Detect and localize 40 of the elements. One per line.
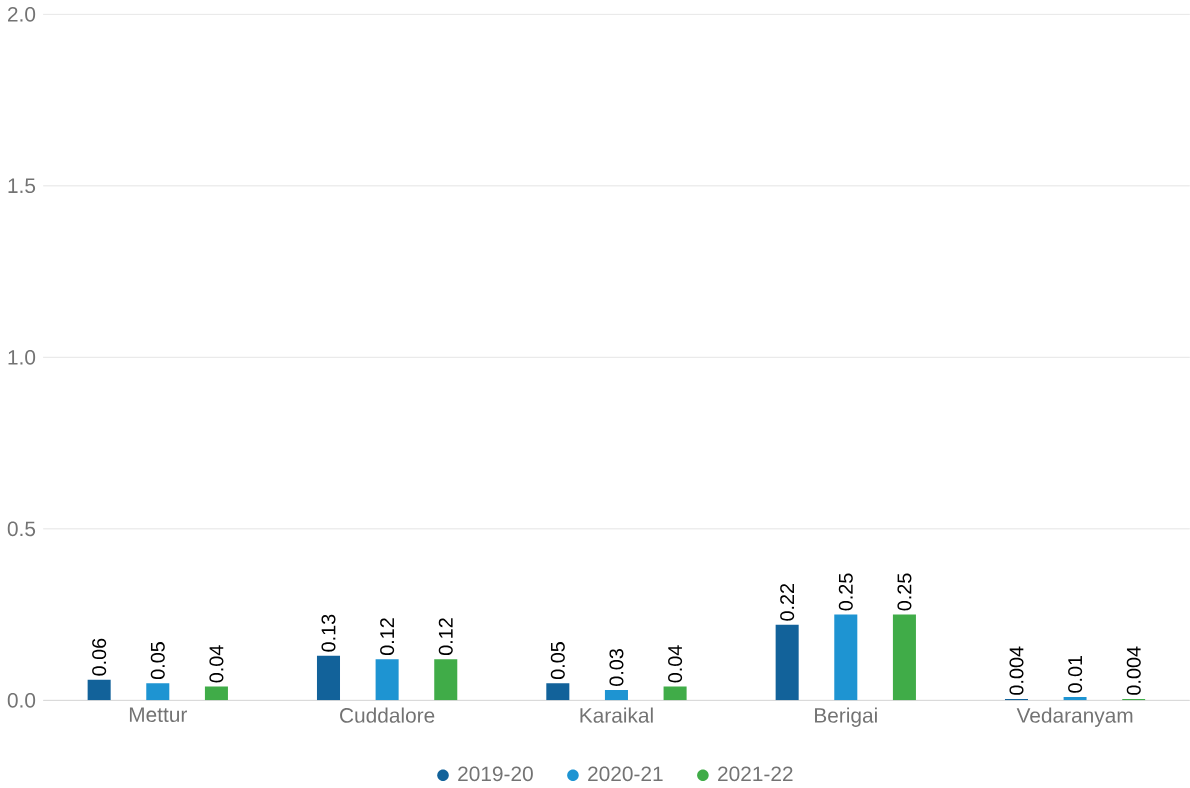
y-tick-label: 1.0 <box>8 349 36 365</box>
data-label: 0.12 <box>380 618 395 655</box>
x-tick-label: Berigai <box>815 707 877 727</box>
data-label: 0.04 <box>209 645 224 683</box>
bar <box>87 679 111 701</box>
bar <box>146 683 170 701</box>
x-tick-label: Vedaranyam <box>1016 707 1133 727</box>
legend-label: 2020-21 <box>588 766 663 782</box>
bar <box>604 689 628 701</box>
bar <box>546 683 570 701</box>
x-tick-label: Karaikal <box>580 707 653 723</box>
x-tick-label: Cuddalore <box>340 707 435 723</box>
data-label: 0.01 <box>1068 655 1083 693</box>
data-label: 0.06 <box>92 638 107 676</box>
bar <box>834 614 858 701</box>
y-tick-label: 1.5 <box>8 178 36 193</box>
data-label: 0.05 <box>550 641 565 679</box>
bar <box>375 659 399 701</box>
bar <box>204 686 228 701</box>
data-label: 0.25 <box>838 573 853 611</box>
y-tick-label: 0.5 <box>7 521 36 537</box>
y-tick-label: 2.0 <box>8 6 36 22</box>
bar <box>434 659 458 701</box>
bar <box>316 655 340 701</box>
data-label: 0.25 <box>897 573 912 611</box>
y-tick-label: 0.0 <box>7 692 36 708</box>
bar <box>775 624 799 701</box>
data-label: 0.22 <box>780 583 795 621</box>
legend-label: 2019-20 <box>458 766 533 782</box>
data-label: 0.004 <box>1126 646 1141 695</box>
x-tick-label: Mettur <box>129 707 187 722</box>
data-label: 0.04 <box>668 645 683 683</box>
bar <box>663 686 687 701</box>
bar <box>892 614 916 701</box>
data-label: 0.004 <box>1009 646 1024 695</box>
legend-label: 2021-22 <box>718 766 793 782</box>
data-label: 0.13 <box>321 614 336 652</box>
data-label: 0.12 <box>438 618 453 655</box>
data-label: 0.05 <box>150 641 165 679</box>
data-label: 0.03 <box>609 648 624 686</box>
